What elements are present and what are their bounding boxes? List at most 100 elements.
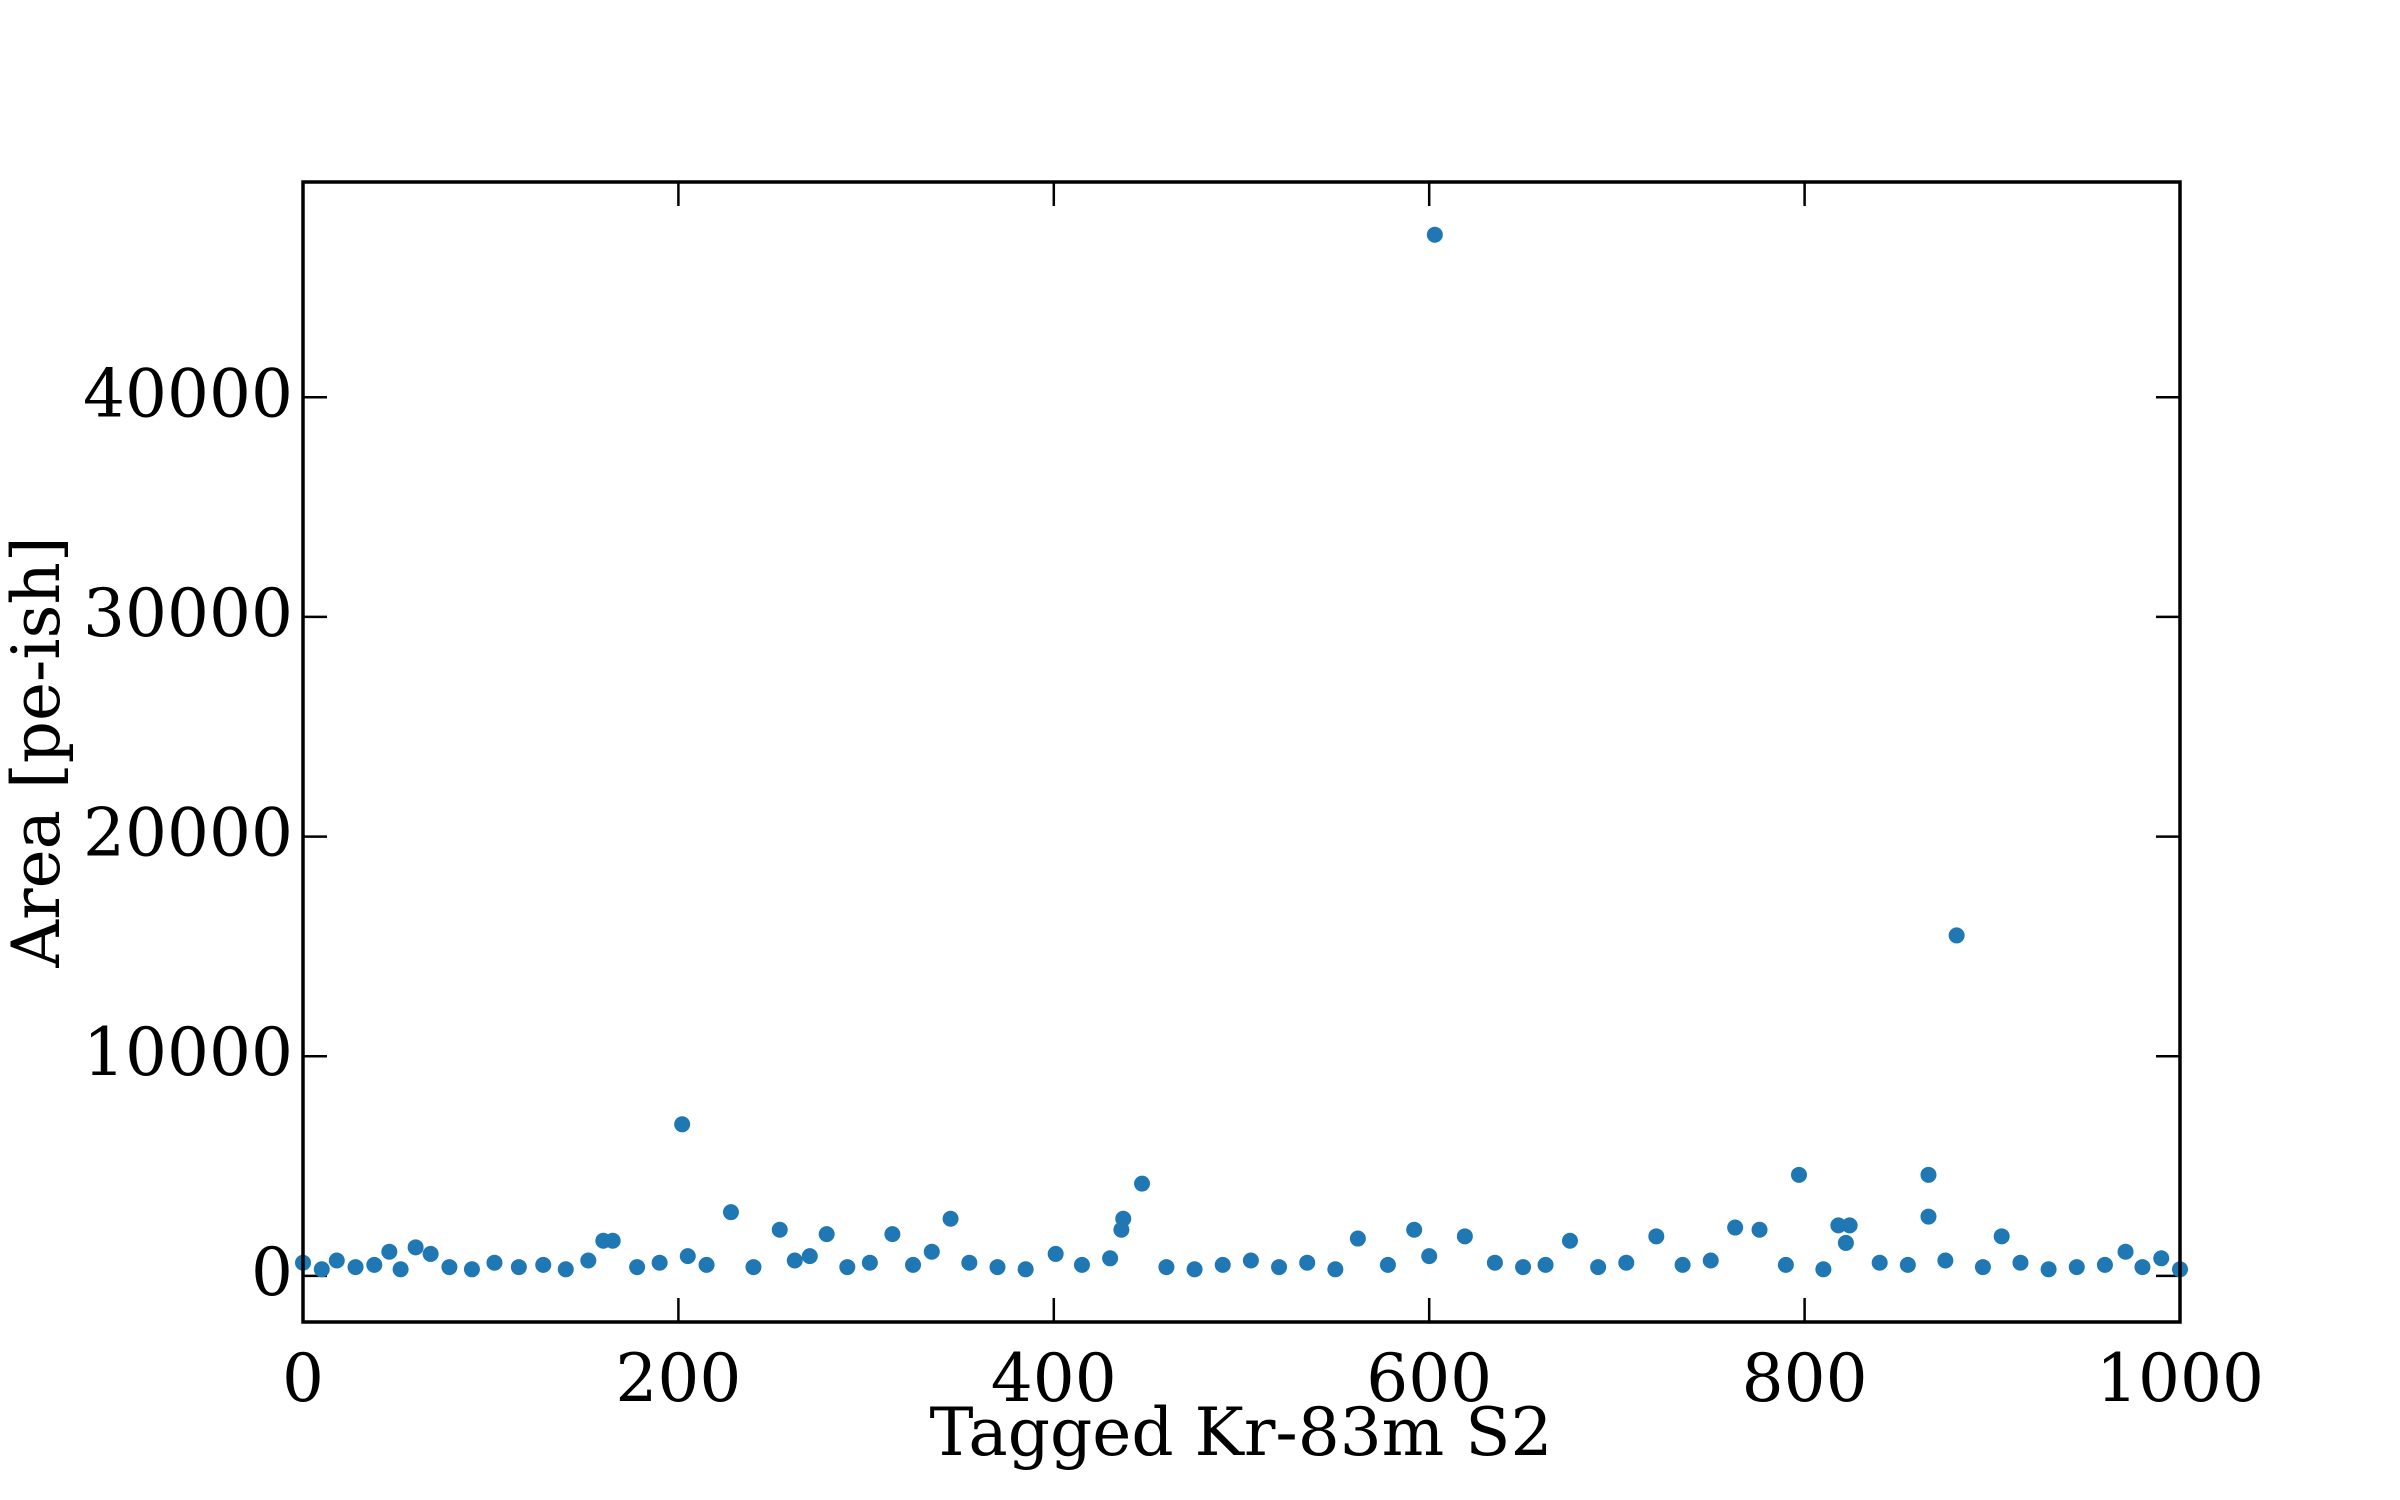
point bbox=[1271, 1259, 1288, 1276]
x-tick-label: 1000 bbox=[2096, 1340, 2264, 1417]
point bbox=[861, 1254, 878, 1271]
point bbox=[1841, 1217, 1858, 1234]
y-tick-label: 20000 bbox=[83, 795, 293, 872]
point bbox=[1349, 1230, 1366, 1247]
point bbox=[1837, 1234, 1854, 1251]
x-tick-label: 200 bbox=[615, 1340, 741, 1417]
point bbox=[801, 1248, 818, 1265]
point bbox=[535, 1256, 552, 1273]
point bbox=[1158, 1259, 1175, 1276]
point bbox=[2068, 1259, 2085, 1276]
point bbox=[1830, 1217, 1847, 1234]
point bbox=[422, 1245, 439, 1262]
point bbox=[1537, 1256, 1554, 1273]
point bbox=[1937, 1252, 1954, 1269]
x-tick-label: 800 bbox=[1742, 1340, 1868, 1417]
point bbox=[580, 1252, 597, 1269]
point bbox=[698, 1256, 715, 1273]
point bbox=[1242, 1252, 1259, 1269]
point bbox=[722, 1204, 739, 1221]
point bbox=[961, 1254, 978, 1271]
point bbox=[2134, 1259, 2151, 1276]
point bbox=[1426, 226, 1443, 243]
point bbox=[1102, 1250, 1119, 1267]
point bbox=[1751, 1221, 1768, 1238]
point bbox=[745, 1259, 762, 1276]
point bbox=[2153, 1250, 2170, 1267]
point bbox=[1727, 1219, 1744, 1236]
x-axis-label: Tagged Kr-83m S2 bbox=[930, 1394, 1553, 1471]
point bbox=[1379, 1256, 1396, 1273]
point bbox=[942, 1210, 959, 1227]
point bbox=[1186, 1261, 1203, 1278]
point bbox=[1920, 1166, 1937, 1183]
point bbox=[884, 1226, 901, 1243]
x-tick-label: 400 bbox=[991, 1340, 1117, 1417]
y-tick-label: 0 bbox=[251, 1234, 293, 1311]
point bbox=[1948, 927, 1965, 944]
point bbox=[786, 1252, 803, 1269]
point bbox=[771, 1221, 788, 1238]
point bbox=[1406, 1221, 1423, 1238]
y-tick-label: 30000 bbox=[83, 575, 293, 652]
point bbox=[1299, 1254, 1316, 1271]
point bbox=[1115, 1210, 1132, 1227]
point bbox=[1648, 1228, 1665, 1245]
point bbox=[923, 1243, 940, 1260]
point bbox=[463, 1261, 480, 1278]
point bbox=[1590, 1259, 1607, 1276]
point bbox=[604, 1232, 621, 1249]
point bbox=[905, 1256, 922, 1273]
point bbox=[1777, 1256, 1794, 1273]
point bbox=[1702, 1252, 1719, 1269]
point bbox=[1871, 1254, 1888, 1271]
point bbox=[1134, 1175, 1151, 1192]
point bbox=[441, 1259, 458, 1276]
point bbox=[1073, 1256, 1090, 1273]
y-axis-label: Area [pe-ish] bbox=[0, 536, 75, 968]
plot-frame bbox=[301, 180, 2182, 1324]
point bbox=[2096, 1256, 2113, 1273]
point bbox=[1214, 1256, 1231, 1273]
point bbox=[1421, 1248, 1438, 1265]
point bbox=[1561, 1232, 1578, 1249]
point bbox=[2117, 1243, 2134, 1260]
point bbox=[2012, 1254, 2029, 1271]
point bbox=[1486, 1254, 1503, 1271]
point bbox=[2040, 1261, 2057, 1278]
point bbox=[1815, 1261, 1832, 1278]
point bbox=[486, 1254, 503, 1271]
point bbox=[1618, 1254, 1635, 1271]
point bbox=[347, 1259, 364, 1276]
point bbox=[674, 1116, 691, 1133]
point bbox=[557, 1261, 574, 1278]
point bbox=[1790, 1166, 1807, 1183]
point bbox=[651, 1254, 668, 1271]
x-tick-label: 0 bbox=[282, 1340, 324, 1417]
point bbox=[328, 1252, 345, 1269]
point bbox=[407, 1239, 424, 1256]
x-tick-label: 600 bbox=[1366, 1340, 1492, 1417]
point bbox=[1515, 1259, 1532, 1276]
point bbox=[989, 1259, 1006, 1276]
point bbox=[366, 1256, 383, 1273]
point bbox=[1047, 1245, 1064, 1262]
point bbox=[1674, 1256, 1691, 1273]
point bbox=[1456, 1228, 1473, 1245]
point bbox=[1899, 1256, 1916, 1273]
point bbox=[1327, 1261, 1344, 1278]
point bbox=[1920, 1208, 1937, 1225]
y-tick-label: 10000 bbox=[83, 1014, 293, 1091]
y-tick-label: 40000 bbox=[83, 355, 293, 432]
point bbox=[1993, 1228, 2010, 1245]
point bbox=[510, 1259, 527, 1276]
point bbox=[679, 1248, 696, 1265]
point bbox=[629, 1259, 646, 1276]
point bbox=[818, 1226, 835, 1243]
point bbox=[839, 1259, 856, 1276]
point bbox=[313, 1261, 330, 1278]
point bbox=[392, 1261, 409, 1278]
point bbox=[1017, 1261, 1034, 1278]
point bbox=[381, 1243, 398, 1260]
